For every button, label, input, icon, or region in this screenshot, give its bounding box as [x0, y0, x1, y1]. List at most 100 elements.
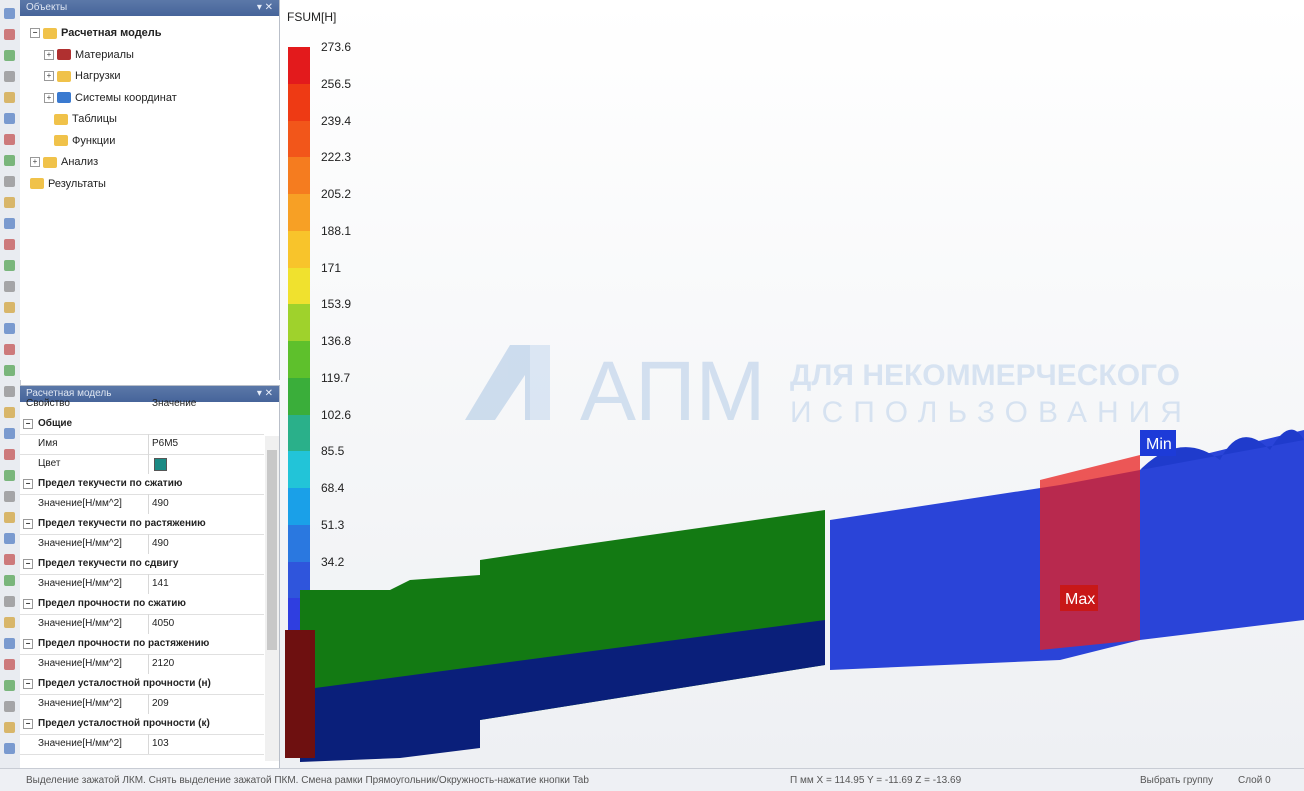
collapse-box: −: [23, 719, 33, 729]
scroll-thumb[interactable]: [267, 450, 277, 650]
property-name: Значение[Н/мм^2]: [38, 614, 149, 634]
toolbar-icon: [4, 743, 15, 754]
tree-node[interactable]: + Анализ: [30, 153, 98, 171]
group-row: −Предел текучести по сдвигу: [20, 554, 264, 575]
toolbar-icon: [4, 29, 15, 40]
toolbar-icon: [4, 50, 15, 61]
collapse-box: −: [23, 559, 33, 569]
collapse-box: −: [23, 679, 33, 689]
expander[interactable]: +: [30, 157, 40, 167]
collapse-box: −: [23, 479, 33, 489]
group-row: −Предел прочности по растяжению: [20, 634, 264, 655]
tree-icon: [43, 157, 57, 168]
toolbar-icon: [4, 113, 15, 124]
collapse-box: −: [23, 639, 33, 649]
tree-node[interactable]: +Системы координат: [44, 89, 177, 107]
toolbar-icon: [4, 344, 15, 355]
property-name: Значение[Н/мм^2]: [38, 654, 149, 674]
status-hint: Выделение зажатой ЛКМ. Снять выделение з…: [26, 769, 589, 791]
property-row: Значение[Н/мм^2]490: [20, 494, 264, 515]
column-header: Свойство: [26, 394, 70, 414]
property-row: Значение[Н/мм^2]490: [20, 534, 264, 555]
group-row: −Предел текучести по растяжению: [20, 514, 264, 535]
max-zone: [1040, 455, 1140, 650]
toolbar-icon: [4, 575, 15, 586]
toolbar-icon: [4, 365, 15, 376]
property-row: Цвет: [20, 454, 264, 475]
toolbar-icon: [4, 302, 15, 313]
tree-node[interactable]: Функции: [54, 132, 115, 150]
group-row: −Предел текучести по сжатию: [20, 474, 264, 495]
property-value: 209: [152, 694, 262, 714]
toolbar-icon: [4, 92, 15, 103]
expander[interactable]: +: [44, 93, 54, 103]
tree-label: Функции: [72, 135, 115, 147]
tree-node[interactable]: + Материалы: [44, 46, 134, 64]
toolbar-icon: [4, 323, 15, 334]
toolbar-icon: [4, 554, 15, 565]
property-name: Цвет: [38, 454, 149, 474]
property-name: Значение[Н/мм^2]: [38, 574, 149, 594]
watermark-text: ИСПОЛЬЗОВАНИЯ: [790, 396, 1192, 429]
tree-label: Таблицы: [72, 113, 117, 125]
app-window: Объекты▾ ✕ − Расчетная модель + Материалы + Н…: [0, 0, 1304, 791]
toolbar-icon: [4, 386, 15, 397]
expander[interactable]: +: [44, 71, 54, 81]
tree-label: Материалы: [75, 49, 134, 61]
toolbar-icon: [4, 533, 15, 544]
property-name: Значение[Н/мм^2]: [38, 694, 149, 714]
panel-title: Объекты: [26, 2, 67, 13]
tree-icon: [57, 49, 71, 60]
panel-header: Объекты▾ ✕: [20, 0, 279, 16]
tree-node[interactable]: Результаты: [30, 175, 106, 193]
expander[interactable]: −: [30, 28, 40, 38]
side-toolbar: [0, 0, 21, 768]
watermark-logo: АПМ: [580, 344, 765, 438]
toolbar-icon: [4, 155, 15, 166]
expander[interactable]: +: [44, 50, 54, 60]
toolbar-icon: [4, 134, 15, 145]
toolbar-icon: [4, 722, 15, 733]
property-row: Значение[Н/мм^2]209: [20, 694, 264, 715]
tree-icon: [30, 178, 44, 189]
property-name: Имя: [38, 434, 149, 454]
collapse-box: −: [23, 519, 33, 529]
tree-panel: Объекты▾ ✕ − Расчетная модель + Материалы + Н…: [20, 0, 280, 380]
status-coords: П мм X = 114.95 Y = -11.69 Z = -13.69: [790, 769, 961, 791]
collapse-box: −: [23, 599, 33, 609]
property-row: Значение[Н/мм^2]2120: [20, 654, 264, 675]
group-row: −Предел прочности по сжатию: [20, 594, 264, 615]
tree-node[interactable]: − Расчетная модель: [30, 24, 162, 42]
status-bar: Выделение зажатой ЛКМ. Снять выделение з…: [0, 768, 1304, 791]
toolbar-icon: [4, 197, 15, 208]
status-select[interactable]: Выбрать группу: [1140, 769, 1213, 791]
toolbar-icon: [4, 701, 15, 712]
toolbar-icon: [4, 638, 15, 649]
watermark: АПМ ДЛЯ НЕКОММЕРЧЕСКОГО ИСПОЛЬЗОВАНИЯ: [465, 344, 1192, 438]
property-name: Значение[Н/мм^2]: [38, 734, 149, 754]
group-label: Общие: [38, 414, 268, 434]
toolbar-icon: [4, 659, 15, 670]
property-value: 4050: [152, 614, 262, 634]
max-label: Max: [1065, 591, 1095, 608]
tree-icon: [43, 28, 57, 39]
group-label: Предел усталостной прочности (к): [38, 714, 268, 734]
group-label: Предел текучести по сжатию: [38, 474, 268, 494]
property-name: Значение[Н/мм^2]: [38, 534, 149, 554]
scrollbar[interactable]: [265, 436, 279, 761]
tree-node[interactable]: Таблицы: [54, 110, 117, 128]
tree-icon: [57, 92, 71, 103]
column-header: Значение: [152, 394, 196, 414]
grid-header: Свойство Значение: [20, 394, 264, 414]
tree-node[interactable]: + Нагрузки: [44, 67, 121, 85]
toolbar-icon: [4, 71, 15, 82]
group-label: Предел усталостной прочности (н): [38, 674, 268, 694]
tree-label: Расчетная модель: [61, 27, 162, 39]
property-row: Значение[Н/мм^2]103: [20, 734, 264, 755]
tree-label: Нагрузки: [75, 70, 121, 82]
tree-label: Анализ: [61, 156, 98, 168]
property-value: 490: [152, 534, 262, 554]
